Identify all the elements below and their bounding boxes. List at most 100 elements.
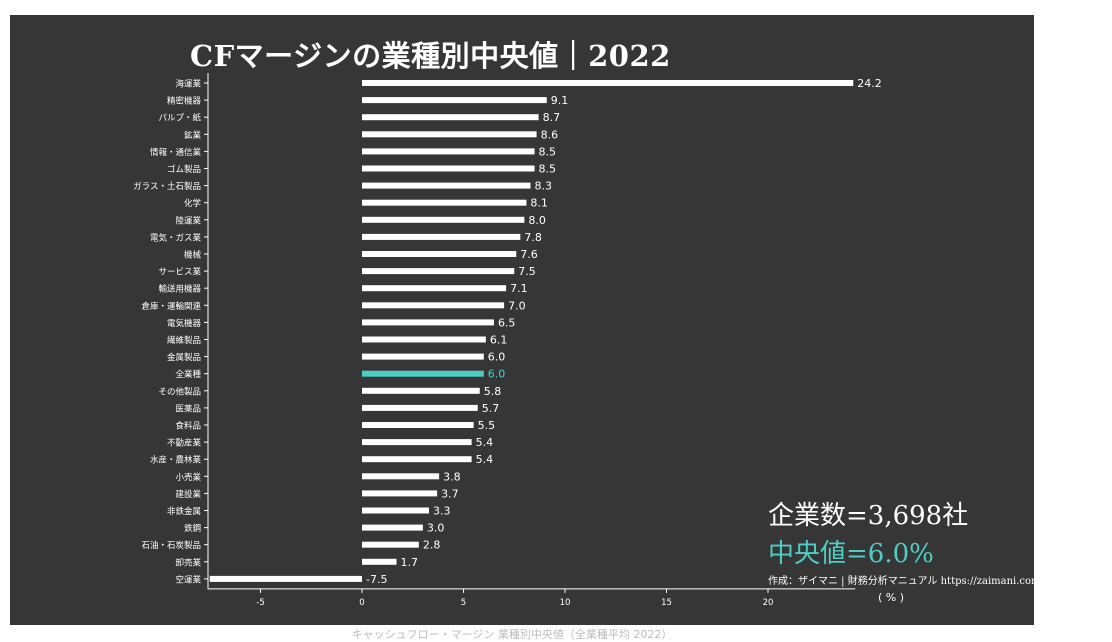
bar	[362, 199, 527, 206]
value-label: 6.1	[490, 334, 508, 347]
bar	[362, 80, 854, 86]
bar	[362, 439, 472, 446]
value-label: 9.1	[551, 94, 569, 107]
footer-caption: キャッシュフロー・マージン 業種別中央値（全業種平均 2022）	[351, 628, 673, 641]
bar	[362, 148, 535, 155]
bar	[362, 507, 429, 514]
category-label: 卸売業	[175, 557, 201, 568]
category-label: 石油・石炭製品	[141, 540, 201, 551]
bar	[362, 353, 484, 360]
bar	[362, 268, 515, 275]
category-label: 機械	[184, 250, 202, 261]
value-label: 3.7	[441, 487, 459, 500]
value-label: 1.7	[401, 556, 419, 569]
value-label: 7.6	[520, 248, 538, 261]
bar	[362, 336, 486, 343]
bar	[362, 251, 517, 257]
category-label: 非鉄金属	[167, 506, 201, 517]
category-label: 不動産業	[167, 438, 202, 449]
category-label: 陸運業	[175, 215, 201, 226]
bar	[362, 131, 537, 138]
category-label: 鉱業	[184, 130, 202, 141]
credit-text: 作成：ザイマニ | 財務分析マニュアル https://zaimani.com/	[768, 576, 1044, 587]
category-label: 倉庫・運輸関連	[141, 301, 201, 312]
value-label: 5.5	[478, 419, 496, 432]
category-label: その他製品	[158, 386, 201, 397]
x-axis-unit-label: ( % )	[878, 591, 905, 604]
value-label: 2.8	[423, 539, 441, 552]
x-tick-label: 5	[461, 598, 466, 608]
x-tick-label: 20	[763, 598, 774, 608]
value-label: 8.1	[530, 197, 548, 210]
value-label: 8.0	[528, 214, 546, 227]
x-tick-label: 15	[661, 598, 672, 608]
value-label: 6.0	[488, 368, 506, 381]
category-label: 電気機器	[167, 318, 202, 329]
category-label: 鉄鋼	[184, 523, 201, 534]
bar	[362, 387, 480, 394]
category-label: サービス業	[158, 267, 201, 278]
value-label: 6.0	[488, 351, 506, 364]
category-label: 金属製品	[167, 352, 201, 363]
value-label: 8.5	[539, 145, 557, 158]
value-label: 3.8	[443, 470, 461, 483]
value-label: 3.3	[433, 505, 451, 518]
x-tick-label: 10	[560, 598, 571, 608]
median-stat: 中央値=6.0%	[768, 539, 934, 569]
value-label: 8.6	[541, 128, 559, 141]
category-label: 海運業	[175, 79, 201, 90]
category-label: 電気・ガス業	[150, 232, 202, 243]
category-label: 全業種	[175, 369, 201, 380]
bar	[362, 182, 531, 189]
category-label: 繊維製品	[167, 335, 201, 346]
bar	[209, 575, 362, 582]
value-label: 7.0	[508, 299, 525, 312]
value-label: 3.0	[427, 522, 445, 535]
value-label: 8.7	[543, 111, 561, 124]
bar	[362, 97, 547, 104]
category-label: 建設業	[175, 489, 201, 500]
value-label: 24.2	[857, 77, 882, 90]
category-label: 化学	[184, 198, 202, 209]
value-label: 7.5	[518, 265, 536, 278]
bar	[362, 541, 419, 548]
category-label: 医薬品	[175, 403, 201, 414]
bar-highlight	[362, 370, 484, 377]
category-label: 食料品	[175, 421, 201, 432]
category-label: パルプ・紙	[158, 113, 201, 124]
bar	[362, 422, 474, 428]
value-label: 7.8	[524, 231, 542, 244]
bar	[362, 165, 535, 172]
company-count-stat: 企業数=3,698社	[768, 501, 969, 531]
bar	[362, 456, 472, 463]
category-label: 水産・農林業	[150, 455, 202, 466]
bar	[362, 302, 505, 309]
value-label: 7.1	[510, 282, 528, 295]
category-label: 情報・通信業	[150, 147, 202, 158]
category-label: 小売業	[175, 472, 201, 483]
value-label: 6.5	[498, 316, 516, 329]
category-label: ガラス・土石製品	[133, 181, 201, 192]
chart-panel: CFマージンの業種別中央値｜2022 海運業 24.2 精密機器 9.1 パルプ・紙 8.…	[10, 15, 1044, 625]
value-label: 5.7	[482, 402, 500, 415]
x-tick-label: 0	[359, 598, 364, 608]
value-label: 5.8	[484, 385, 502, 398]
bar	[362, 114, 539, 121]
bar	[362, 216, 525, 223]
x-tick-label: -5	[256, 598, 264, 608]
bar	[362, 558, 397, 565]
value-label: 8.5	[539, 163, 557, 176]
chart-title: CFマージンの業種別中央値｜2022	[190, 39, 671, 73]
bar	[362, 490, 438, 497]
category-label: 輸送用機器	[158, 284, 201, 295]
bar	[362, 319, 494, 326]
value-label: 8.3	[534, 180, 552, 193]
bar	[362, 404, 478, 411]
bar	[362, 285, 507, 292]
bar	[362, 233, 521, 240]
value-label: -7.5	[366, 573, 387, 586]
bar-chart: 海運業 24.2 精密機器 9.1 パルプ・紙 8.7 鉱業 8.6 情報・通信業 8.5 ゴム製品…	[133, 73, 882, 608]
category-label: ゴム製品	[167, 164, 201, 175]
bar	[362, 473, 440, 480]
category-label: 精密機器	[167, 96, 202, 107]
